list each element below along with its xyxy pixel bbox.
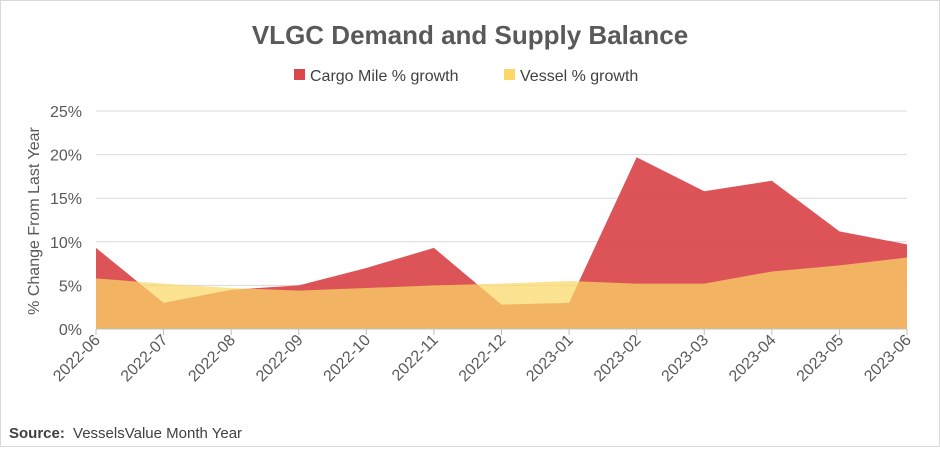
x-tick-label: 2022-12: [456, 332, 510, 386]
x-tick-label: 2023-05: [794, 332, 848, 386]
x-tick-label: 2022-11: [389, 332, 442, 385]
legend-label-vessel: Vessel % growth: [520, 68, 638, 85]
x-tick-label: 2023-02: [591, 332, 645, 386]
axes: [96, 329, 907, 335]
y-tick-label: 25%: [50, 104, 82, 121]
source-note: Source: VesselsValue Month Year: [9, 425, 242, 442]
legend-swatch-vessel: [504, 69, 515, 80]
y-tick-labels: 0% 5% 10% 15% 20% 25%: [50, 104, 82, 339]
x-tick-label: 2022-07: [118, 332, 172, 386]
y-tick-label: 0%: [59, 322, 82, 339]
x-tick-label: 2022-06: [50, 332, 104, 386]
x-tick-label: 2023-03: [659, 332, 713, 386]
x-tick-label: 2022-08: [185, 332, 239, 386]
chart-title: VLGC Demand and Supply Balance: [252, 20, 688, 50]
area-series: [96, 157, 907, 329]
x-tick-label: 2023-01: [523, 332, 577, 386]
y-tick-label: 10%: [50, 235, 82, 252]
x-tick-label: 2023-04: [726, 332, 780, 386]
y-tick-label: 5%: [59, 278, 82, 295]
legend: Cargo Mile % growth Vessel % growth: [294, 68, 638, 85]
y-tick-label: 15%: [50, 191, 82, 208]
legend-label-cargo-mile: Cargo Mile % growth: [310, 68, 459, 85]
source-label: Source:: [9, 425, 65, 442]
y-tick-label: 20%: [50, 148, 82, 165]
y-axis-label: % Change From Last Year: [26, 127, 43, 315]
x-tick-label: 2022-09: [253, 332, 307, 386]
x-tick-label: 2022-10: [321, 332, 375, 386]
source-text: VesselsValue Month Year: [73, 425, 242, 442]
legend-swatch-cargo-mile: [294, 69, 305, 80]
x-tick-label: 2023-06: [861, 332, 915, 386]
